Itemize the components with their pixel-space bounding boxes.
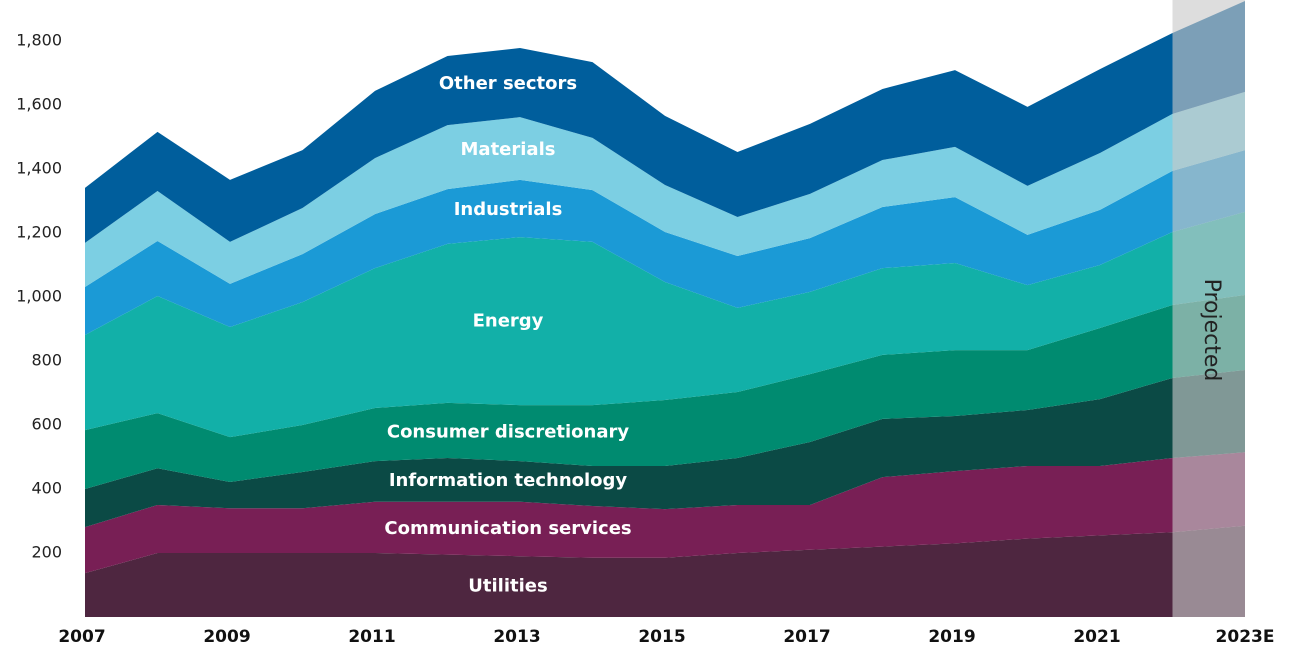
- series-label: Materials: [461, 139, 556, 160]
- annotation: Projected: [1199, 279, 1224, 382]
- series-label: Industrials: [454, 199, 563, 220]
- x-tick-label: 2007: [58, 627, 105, 647]
- projected-band: [1172, 0, 1245, 617]
- area: [85, 525, 1245, 617]
- area: [85, 0, 1245, 243]
- x-tick-label: 2009: [203, 627, 250, 647]
- area: [85, 150, 1245, 336]
- y-tick-label: 1,800: [16, 30, 62, 49]
- series-label: Communication services: [384, 518, 631, 539]
- x-tick-label: 2017: [783, 627, 830, 647]
- x-tick-label: 2023E: [1216, 627, 1275, 647]
- x-tick-label: 2021: [1073, 627, 1120, 647]
- area: [85, 91, 1245, 288]
- series-label: Other sectors: [439, 73, 577, 94]
- x-tick-label: 2019: [928, 627, 975, 647]
- series-label: Utilities: [468, 575, 547, 596]
- series-label: Consumer discretionary: [387, 422, 630, 443]
- area: [85, 295, 1245, 489]
- x-tick-label: 2013: [493, 627, 540, 647]
- series-label: Information technology: [389, 470, 628, 491]
- x-tick-label: 2011: [348, 627, 395, 647]
- y-tick-label: 1,600: [16, 94, 62, 113]
- y-tick-label: 400: [31, 478, 62, 497]
- y-tick-label: 1,200: [16, 222, 62, 241]
- y-tick-label: 1,400: [16, 158, 62, 177]
- y-tick-label: 1,000: [16, 286, 62, 305]
- area: [85, 452, 1245, 574]
- x-tick-label: 2015: [638, 627, 685, 647]
- area: [85, 369, 1245, 528]
- series-label: Energy: [473, 311, 544, 332]
- y-tick-label: 800: [31, 350, 62, 369]
- area: [85, 211, 1245, 438]
- y-tick-label: 200: [31, 542, 62, 561]
- y-tick-label: 600: [31, 414, 62, 433]
